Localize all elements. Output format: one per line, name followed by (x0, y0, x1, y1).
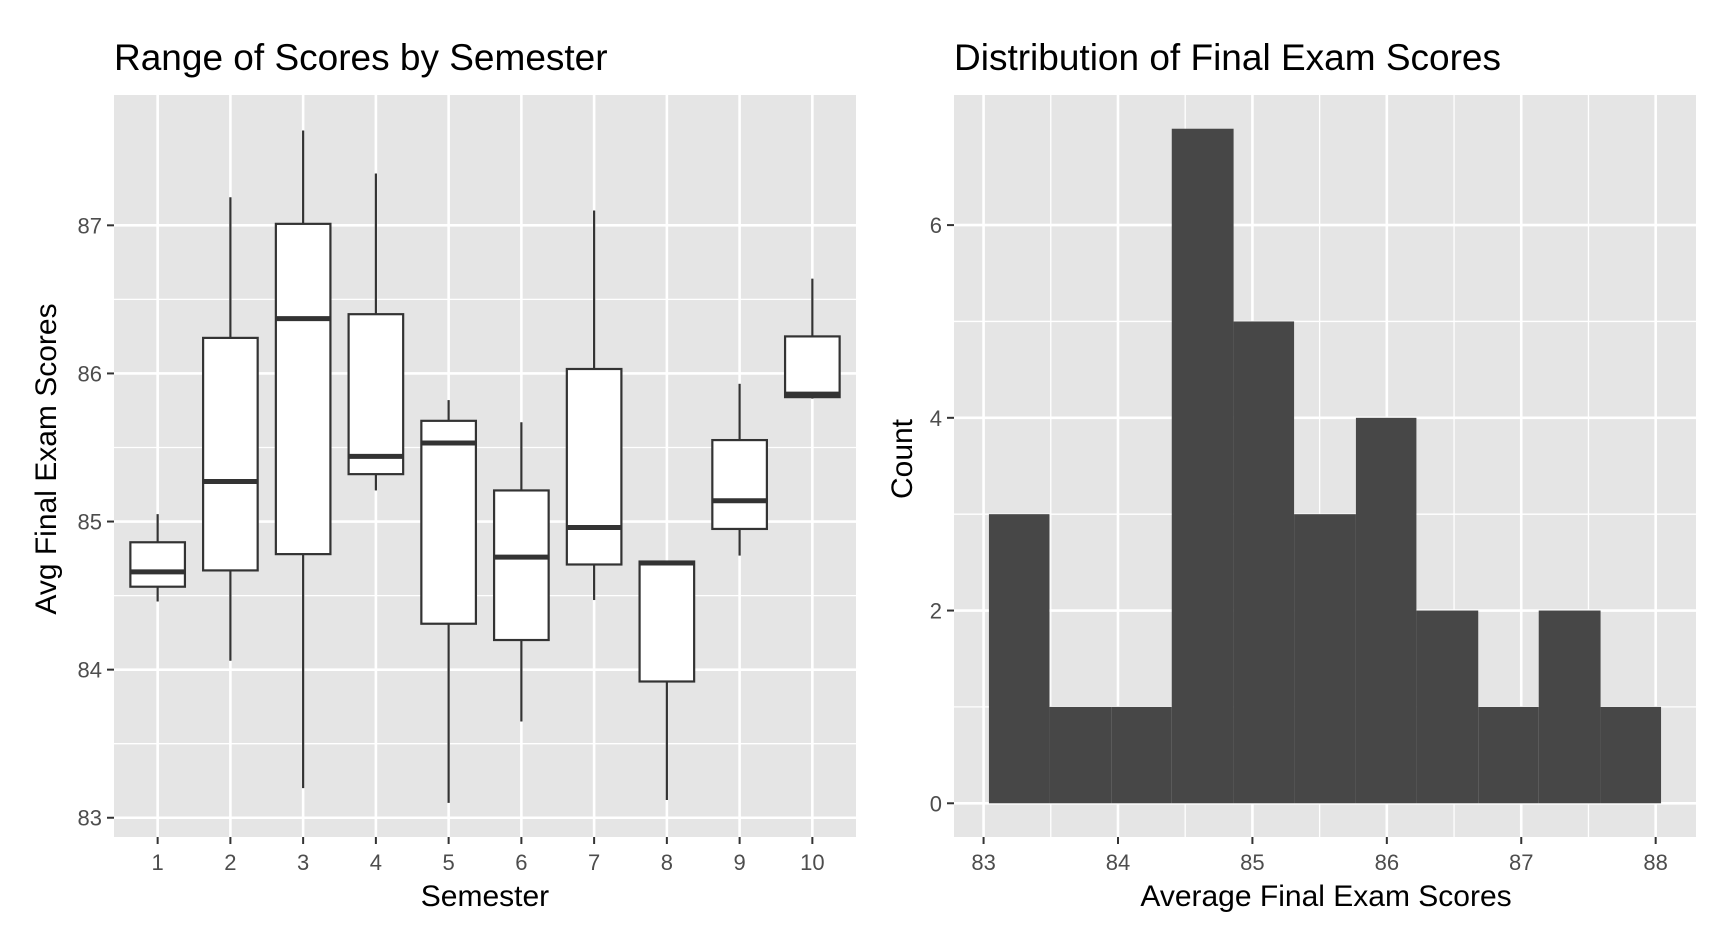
boxplot-x-tick-label: 10 (800, 850, 824, 875)
histogram-title: Distribution of Final Exam Scores (954, 37, 1501, 78)
box-semester-2 (202, 197, 259, 661)
histogram-x-axis: 83 84 85 86 87 88 (971, 837, 1668, 875)
box-semester-1 (129, 514, 187, 602)
histogram-x-tick-label: 86 (1375, 850, 1399, 875)
boxplot-x-tick-label: 9 (733, 850, 745, 875)
histogram-x-tick-label: 88 (1643, 850, 1667, 875)
histogram-x-tick-label: 83 (971, 850, 995, 875)
boxplot-y-tick-label: 87 (78, 213, 102, 238)
box-iqr (783, 335, 841, 399)
histogram-x-tick-label: 84 (1106, 850, 1130, 875)
box-iqr (347, 313, 405, 476)
histogram-y-tick-label: 4 (930, 406, 942, 431)
boxplot-x-tick-label: 1 (152, 850, 164, 875)
histogram-bar (1171, 128, 1234, 804)
boxplot-boxes (129, 130, 841, 803)
histogram-y-tick-label: 0 (930, 791, 942, 816)
histogram-bar (1294, 514, 1356, 804)
box-semester-4 (347, 173, 405, 491)
boxplot-y-tick-label: 86 (78, 361, 102, 386)
histogram-bar (988, 514, 1050, 804)
histogram-bar (1416, 610, 1479, 804)
histogram-y-axis: 0 2 4 6 (930, 213, 954, 816)
histogram-bar (1233, 321, 1295, 804)
box-iqr (420, 419, 478, 625)
histogram-bar (1538, 610, 1601, 804)
boxplot-x-tick-label: 4 (370, 850, 382, 875)
boxplot-y-axis: 83 84 85 86 87 (78, 213, 114, 831)
boxplot-x-tick-label: 6 (515, 850, 527, 875)
histogram-y-axis-title: Count (886, 418, 919, 499)
box-iqr (129, 541, 187, 588)
histogram-bar (1478, 706, 1539, 804)
histogram-bar (1600, 706, 1662, 804)
histogram-x-axis-title: Average Final Exam Scores (1140, 880, 1511, 913)
histogram-y-tick-label: 6 (930, 213, 942, 238)
histogram-bar (1049, 706, 1112, 804)
boxplot-y-tick-label: 83 (78, 806, 102, 831)
histogram-bars (988, 128, 1662, 804)
histogram-y-tick-label: 2 (930, 599, 942, 624)
box-iqr (638, 560, 696, 683)
boxplot-x-axis: 1 2 3 4 5 6 7 8 9 10 (152, 837, 825, 875)
box-iqr (711, 438, 768, 531)
histogram-bar (1355, 417, 1417, 804)
boxplot-x-tick-label: 7 (588, 850, 600, 875)
box-semester-7 (565, 210, 623, 601)
boxplot-title: Range of Scores by Semester (114, 37, 608, 78)
box-semester-5 (420, 400, 478, 803)
box-iqr (274, 222, 332, 556)
boxplot-x-tick-label: 8 (661, 850, 673, 875)
histogram-x-tick-label: 87 (1509, 850, 1533, 875)
histogram-bar (1111, 706, 1172, 804)
box-semester-6 (492, 422, 550, 722)
box-semester-10 (783, 278, 841, 399)
box-semester-9 (711, 383, 768, 556)
boxplot-x-tick-label: 5 (443, 850, 455, 875)
box-iqr (565, 367, 623, 566)
boxplot-x-axis-title: Semester (421, 880, 549, 913)
box-iqr (492, 489, 550, 642)
box-semester-3 (274, 130, 332, 789)
boxplot-y-tick-label: 85 (78, 510, 102, 535)
boxplot-y-tick-label: 84 (78, 658, 102, 683)
histogram-x-tick-label: 85 (1240, 850, 1264, 875)
box-semester-8 (638, 560, 696, 800)
boxplot-y-axis-title: Avg Final Exam Scores (30, 303, 63, 614)
box-iqr (202, 336, 259, 572)
boxplot-x-tick-label: 3 (297, 850, 309, 875)
boxplot-x-tick-label: 2 (224, 850, 236, 875)
histogram-chart: Distribution of Final Exam Scores 0 2 4 6 8… (886, 37, 1696, 913)
